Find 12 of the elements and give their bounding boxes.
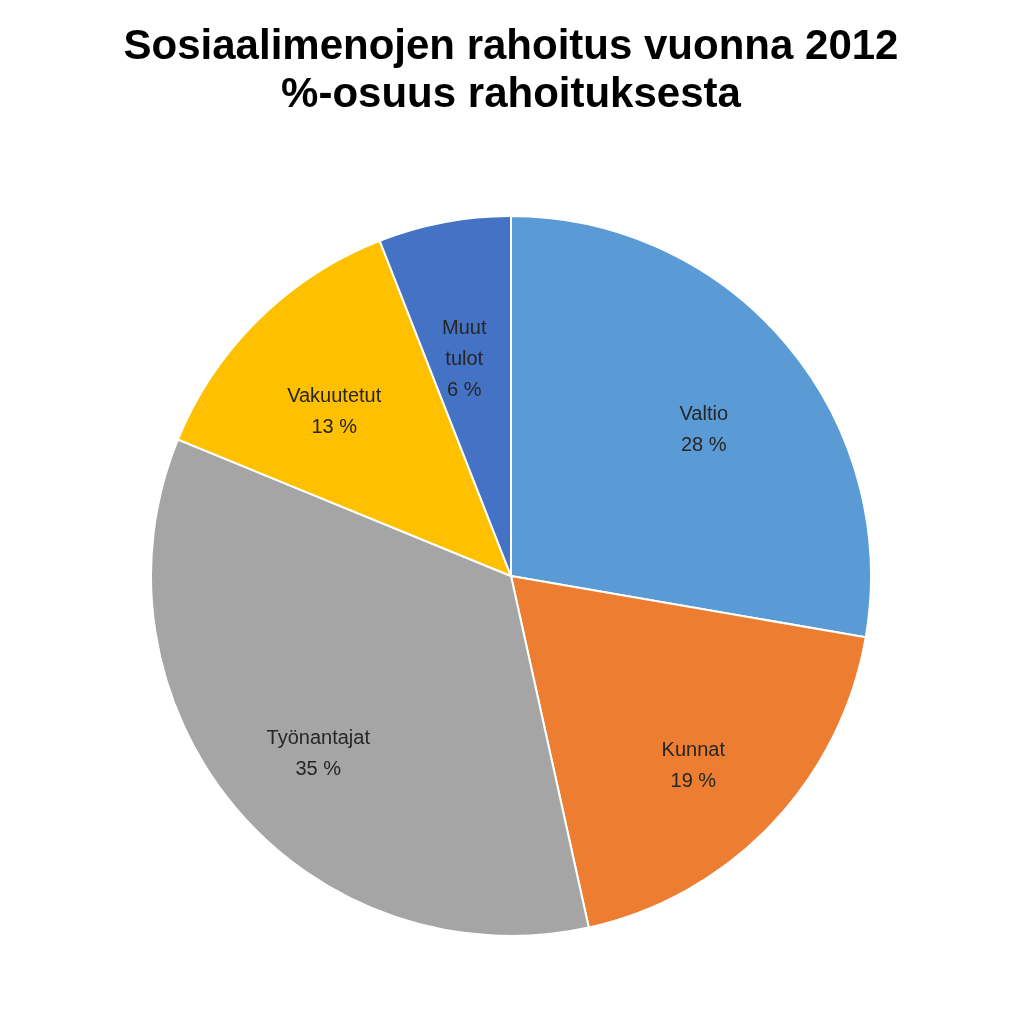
- data-label: 35 %: [295, 757, 342, 780]
- slice-label: Muut tulot: [442, 316, 487, 370]
- data-label: 6 %: [447, 378, 482, 401]
- slice-label: Kunnat: [661, 737, 726, 760]
- slice-label: Valtio: [679, 401, 729, 424]
- data-label: 13 %: [311, 415, 358, 438]
- slice-label: Työnantajat: [266, 726, 371, 749]
- data-label: 19 %: [670, 768, 717, 791]
- chart-title: Sosiaalimenojen rahoitus vuonna 2012: [123, 21, 899, 68]
- data-label: 28 %: [680, 432, 727, 455]
- chart-subtitle: %-osuus rahoituksesta: [281, 69, 742, 116]
- slice-label: Vakuutetut: [287, 384, 382, 407]
